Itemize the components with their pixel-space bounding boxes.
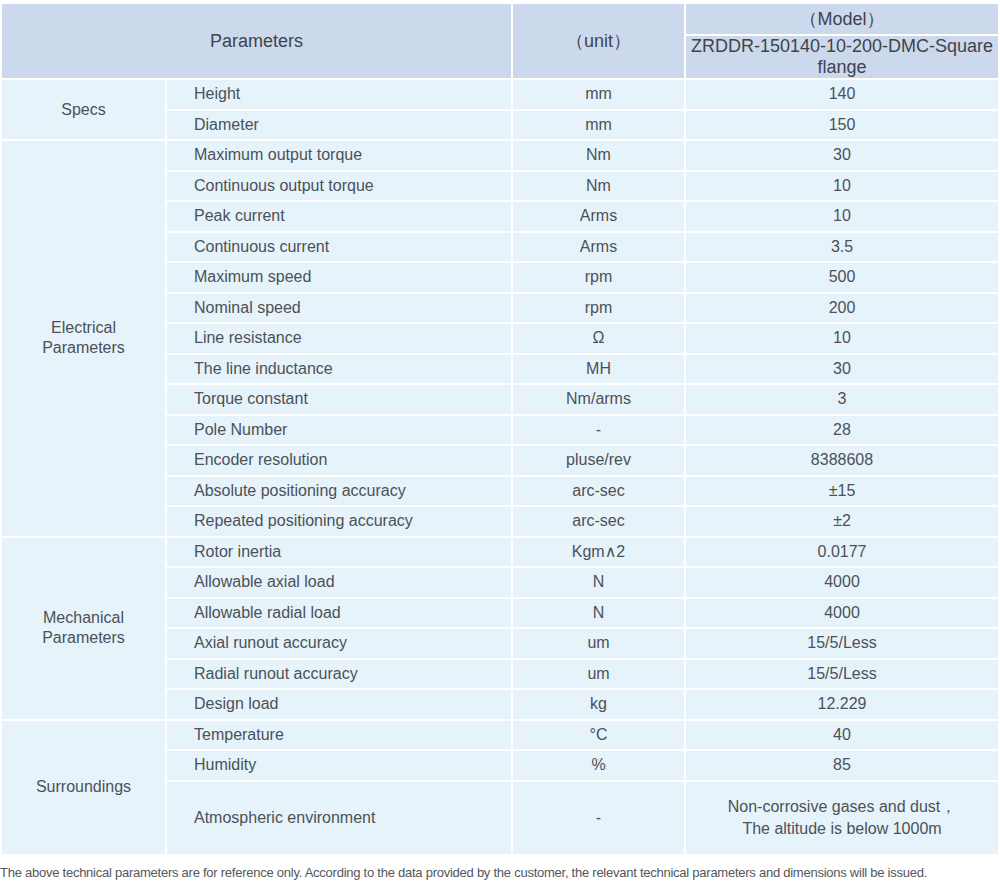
unit-cell: rpm — [512, 293, 685, 324]
unit-cell: Nm/arms — [512, 384, 685, 415]
param-label: Humidity — [166, 750, 512, 781]
table-row: SpecsHeightmm140 — [1, 79, 999, 110]
param-label: Maximum output torque — [166, 140, 512, 171]
table-row: SurroundingsTemperature°C40 — [1, 720, 999, 751]
param-label: Height — [166, 79, 512, 110]
table-header: Parameters （unit） （Model） ZRDDR-150140-1… — [1, 3, 999, 79]
unit-cell: MH — [512, 354, 685, 385]
value-cell: 28 — [685, 415, 999, 446]
param-label: Rotor inertia — [166, 537, 512, 568]
value-cell: 40 — [685, 720, 999, 751]
group-label: Mechanical Parameters — [26, 608, 142, 648]
param-label: Atmospheric environment — [166, 781, 512, 855]
value-cell: 3 — [685, 384, 999, 415]
unit-cell: Nm — [512, 171, 685, 202]
unit-cell: Kgm∧2 — [512, 537, 685, 568]
header-model: （Model） — [685, 3, 999, 35]
header-parameters: Parameters — [1, 3, 512, 79]
value-cell: 10 — [685, 323, 999, 354]
unit-cell: mm — [512, 110, 685, 141]
param-label: Nominal speed — [166, 293, 512, 324]
value-cell: Non-corrosive gases and dust，The altitud… — [685, 781, 999, 855]
value-cell: 3.5 — [685, 232, 999, 263]
param-label: Repeated positioning accuracy — [166, 506, 512, 537]
param-label: Design load — [166, 689, 512, 720]
header-unit: （unit） — [512, 3, 685, 79]
value-cell: 4000 — [685, 567, 999, 598]
value-cell: 15/5/Less — [685, 628, 999, 659]
unit-cell: - — [512, 781, 685, 855]
value-line: Non-corrosive gases and dust， — [686, 796, 998, 818]
param-label: Allowable axial load — [166, 567, 512, 598]
value-cell: 150 — [685, 110, 999, 141]
value-cell: 10 — [685, 171, 999, 202]
table-row: Mechanical ParametersRotor inertiaKgm∧20… — [1, 537, 999, 568]
model-value: ZRDDR-150140-10-200-DMC-Square flange — [685, 35, 999, 79]
unit-cell: N — [512, 598, 685, 629]
param-label: Peak current — [166, 201, 512, 232]
header-row-top: Parameters （unit） （Model） — [1, 3, 999, 35]
unit-cell: Nm — [512, 140, 685, 171]
param-label: Continuous current — [166, 232, 512, 263]
param-label: Continuous output torque — [166, 171, 512, 202]
unit-cell: arc-sec — [512, 476, 685, 507]
group-label: Electrical Parameters — [26, 318, 142, 358]
footer-note: The above technical parameters are for r… — [0, 865, 1000, 880]
param-label: Diameter — [166, 110, 512, 141]
page: Parameters （unit） （Model） ZRDDR-150140-1… — [0, 0, 1000, 880]
unit-cell: kg — [512, 689, 685, 720]
unit-cell: - — [512, 415, 685, 446]
value-cell: 500 — [685, 262, 999, 293]
unit-cell: Ω — [512, 323, 685, 354]
unit-cell: Arms — [512, 201, 685, 232]
unit-cell: um — [512, 659, 685, 690]
parameters-table: Parameters （unit） （Model） ZRDDR-150140-1… — [0, 2, 1000, 856]
value-cell: 12.229 — [685, 689, 999, 720]
value-cell: ±15 — [685, 476, 999, 507]
group-cell-specs: Specs — [1, 79, 166, 140]
value-cell: 8388608 — [685, 445, 999, 476]
value-cell: 4000 — [685, 598, 999, 629]
table-body: SpecsHeightmm140Diametermm150Electrical … — [1, 79, 999, 855]
value-cell: 30 — [685, 354, 999, 385]
group-cell-electrical-parameters: Electrical Parameters — [1, 140, 166, 537]
unit-cell: N — [512, 567, 685, 598]
value-cell: 15/5/Less — [685, 659, 999, 690]
table-row: Electrical ParametersMaximum output torq… — [1, 140, 999, 171]
param-label: The line inductance — [166, 354, 512, 385]
value-cell: 200 — [685, 293, 999, 324]
group-cell-surroundings: Surroundings — [1, 720, 166, 855]
value-cell: 0.0177 — [685, 537, 999, 568]
unit-cell: arc-sec — [512, 506, 685, 537]
param-label: Axial runout accuracy — [166, 628, 512, 659]
unit-cell: mm — [512, 79, 685, 110]
value-cell: ±2 — [685, 506, 999, 537]
param-label: Maximum speed — [166, 262, 512, 293]
unit-cell: % — [512, 750, 685, 781]
param-label: Line resistance — [166, 323, 512, 354]
unit-cell: um — [512, 628, 685, 659]
unit-cell: pluse/rev — [512, 445, 685, 476]
group-cell-mechanical-parameters: Mechanical Parameters — [1, 537, 166, 720]
unit-cell: °C — [512, 720, 685, 751]
value-cell: 30 — [685, 140, 999, 171]
value-cell: 140 — [685, 79, 999, 110]
group-label: Surroundings — [36, 777, 131, 797]
param-label: Temperature — [166, 720, 512, 751]
param-label: Torque constant — [166, 384, 512, 415]
unit-cell: Arms — [512, 232, 685, 263]
value-cell: 85 — [685, 750, 999, 781]
group-label: Specs — [61, 100, 105, 120]
value-cell: 10 — [685, 201, 999, 232]
param-label: Encoder resolution — [166, 445, 512, 476]
param-label: Absolute positioning accuracy — [166, 476, 512, 507]
param-label: Allowable radial load — [166, 598, 512, 629]
value-line: The altitude is below 1000m — [686, 818, 998, 840]
unit-cell: rpm — [512, 262, 685, 293]
param-label: Radial runout accuracy — [166, 659, 512, 690]
param-label: Pole Number — [166, 415, 512, 446]
